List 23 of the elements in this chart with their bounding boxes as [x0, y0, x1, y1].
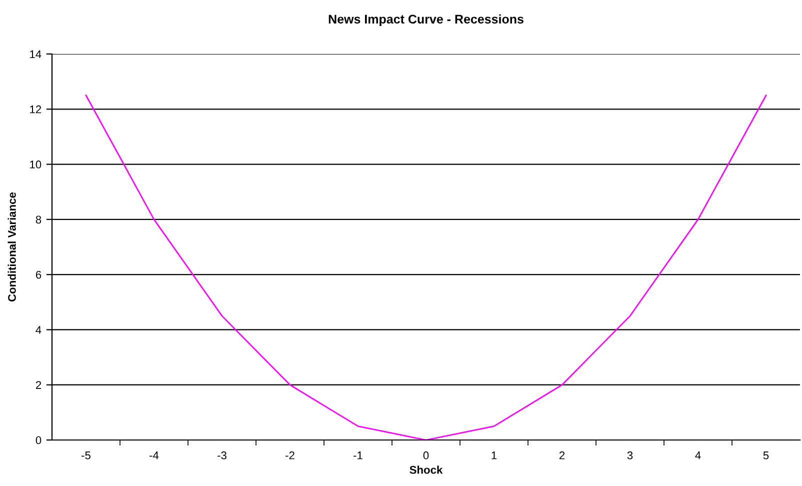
x-tick-label: -4: [150, 452, 159, 460]
x-axis-title: Shock: [410, 466, 443, 474]
y-tick-label: 14: [30, 50, 42, 58]
y-tick-label: 4: [36, 326, 42, 334]
y-tick-label: 6: [36, 270, 42, 279]
x-tick-label: 1: [492, 452, 497, 460]
x-tick-label: -2: [286, 451, 294, 460]
x-tick-label: -3: [218, 451, 226, 460]
x-tick-label: 2: [559, 451, 565, 460]
x-tick-label: -5: [82, 452, 90, 460]
y-tick-label: 8: [36, 216, 42, 224]
x-tick-label: -1: [354, 452, 362, 460]
y-tick-label: 0: [36, 436, 42, 444]
x-tick-label: 3: [627, 451, 633, 460]
x-tick-label: 4: [695, 452, 701, 460]
x-tick-label: 0: [423, 451, 429, 460]
x-tick-label: 5: [763, 452, 769, 460]
y-tick-label: 12: [30, 105, 42, 114]
y-tick-label: 10: [30, 160, 42, 168]
chart-title: News Impact Curve - Recessions: [328, 14, 524, 26]
line-series: [85, 94, 767, 440]
y-axis-title: Conditional Variance: [8, 192, 16, 302]
y-tick-label: 2: [36, 381, 42, 389]
